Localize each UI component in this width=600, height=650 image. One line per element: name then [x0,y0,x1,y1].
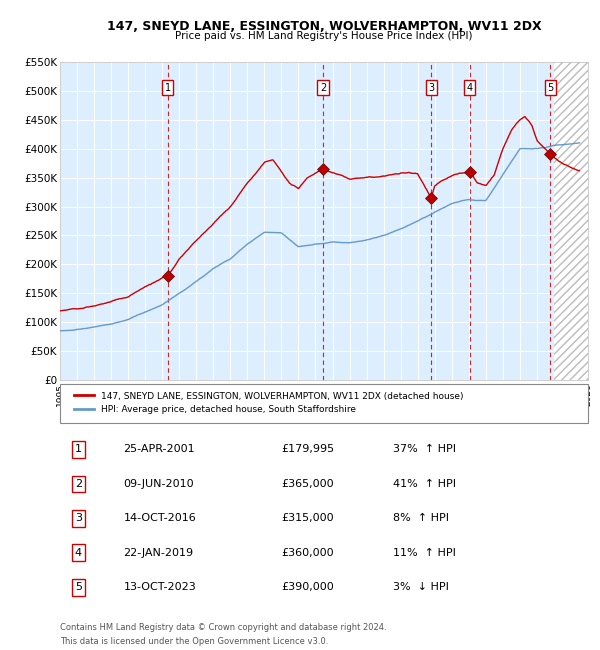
Text: 3: 3 [75,514,82,523]
Text: 13-OCT-2023: 13-OCT-2023 [124,582,196,592]
Text: 22-JAN-2019: 22-JAN-2019 [124,548,193,558]
FancyBboxPatch shape [60,384,588,423]
Text: 11%  ↑ HPI: 11% ↑ HPI [392,548,455,558]
Text: 147, SNEYD LANE, ESSINGTON, WOLVERHAMPTON, WV11 2DX: 147, SNEYD LANE, ESSINGTON, WOLVERHAMPTO… [107,20,541,32]
Bar [554,62,596,380]
Text: 1: 1 [164,83,171,93]
Text: Price paid vs. HM Land Registry's House Price Index (HPI): Price paid vs. HM Land Registry's House … [175,31,473,41]
Text: 4: 4 [75,548,82,558]
Legend: 147, SNEYD LANE, ESSINGTON, WOLVERHAMPTON, WV11 2DX (detached house), HPI: Avera: 147, SNEYD LANE, ESSINGTON, WOLVERHAMPTO… [70,387,469,419]
Text: £315,000: £315,000 [282,514,334,523]
Text: 4: 4 [467,83,473,93]
Text: 5: 5 [547,83,553,93]
Text: 37%  ↑ HPI: 37% ↑ HPI [392,445,455,454]
Text: 5: 5 [75,582,82,592]
Text: 41%  ↑ HPI: 41% ↑ HPI [392,479,455,489]
Text: 14-OCT-2016: 14-OCT-2016 [124,514,196,523]
Text: 25-APR-2001: 25-APR-2001 [124,445,195,454]
Bar [554,62,596,380]
Text: £179,995: £179,995 [282,445,335,454]
Text: Contains HM Land Registry data © Crown copyright and database right 2024.: Contains HM Land Registry data © Crown c… [60,623,386,632]
Text: £390,000: £390,000 [282,582,335,592]
Text: 2: 2 [75,479,82,489]
Text: £360,000: £360,000 [282,548,334,558]
Text: 8%  ↑ HPI: 8% ↑ HPI [392,514,449,523]
Text: 09-JUN-2010: 09-JUN-2010 [124,479,194,489]
Text: £365,000: £365,000 [282,479,334,489]
Text: 2: 2 [320,83,326,93]
Text: This data is licensed under the Open Government Licence v3.0.: This data is licensed under the Open Gov… [60,637,328,646]
Text: 1: 1 [75,445,82,454]
Text: 3: 3 [428,83,434,93]
Text: 3%  ↓ HPI: 3% ↓ HPI [392,582,449,592]
